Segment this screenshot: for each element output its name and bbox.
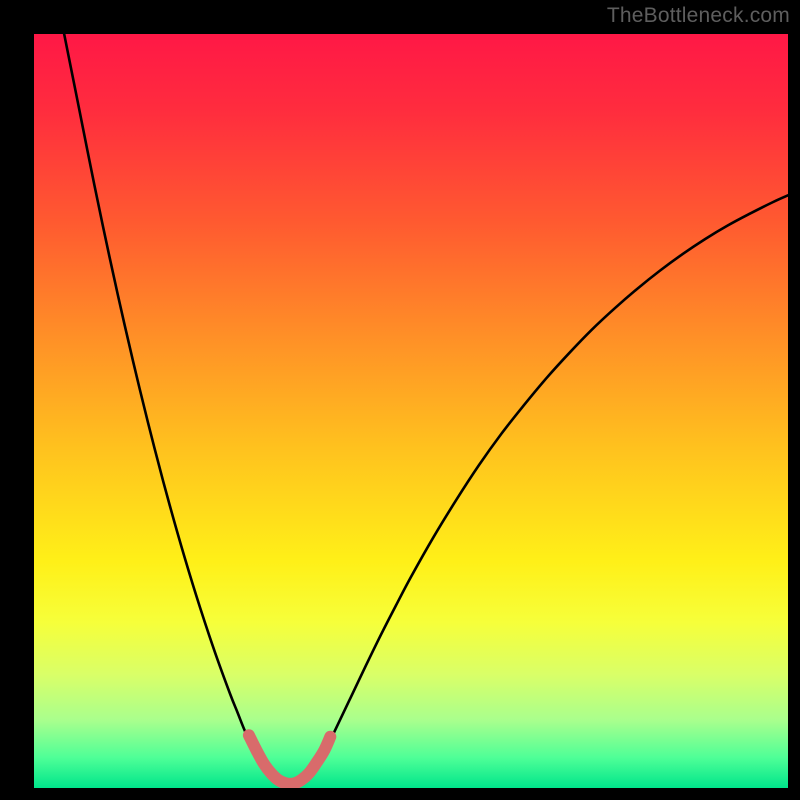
watermark-text: TheBottleneck.com xyxy=(607,4,790,28)
chart-container: TheBottleneck.com xyxy=(0,0,800,800)
plot-area xyxy=(34,34,788,788)
bottleneck-curve-chart xyxy=(34,34,788,788)
gradient-background xyxy=(34,34,788,788)
